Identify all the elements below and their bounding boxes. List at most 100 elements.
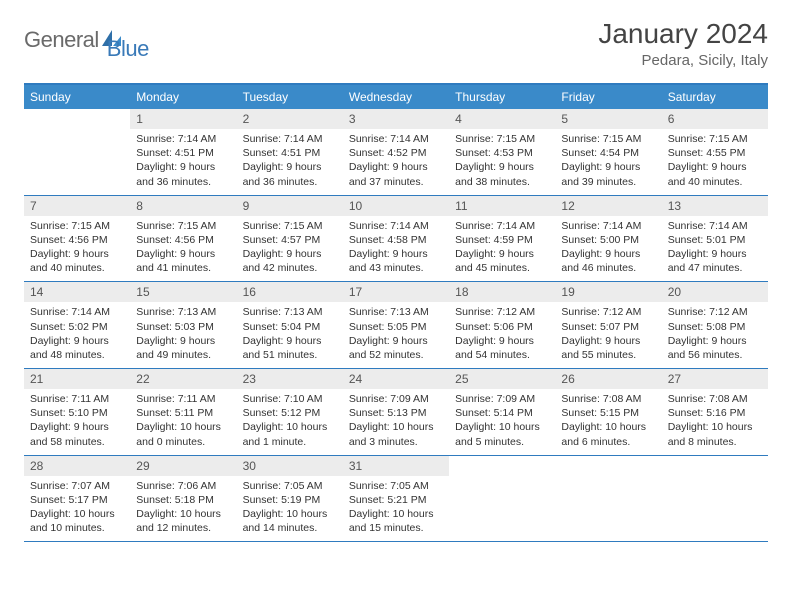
day-number: 25 bbox=[449, 369, 555, 389]
day-info: Sunrise: 7:11 AMSunset: 5:11 PMDaylight:… bbox=[130, 389, 236, 455]
sunset-text: Sunset: 4:52 PM bbox=[349, 146, 443, 160]
sunset-text: Sunset: 4:56 PM bbox=[30, 233, 124, 247]
sunset-text: Sunset: 4:58 PM bbox=[349, 233, 443, 247]
day-cell: 13Sunrise: 7:14 AMSunset: 5:01 PMDayligh… bbox=[662, 196, 768, 282]
sunrise-text: Sunrise: 7:14 AM bbox=[136, 132, 230, 146]
day-number: 17 bbox=[343, 282, 449, 302]
day-info: Sunrise: 7:13 AMSunset: 5:03 PMDaylight:… bbox=[130, 302, 236, 368]
weekday-header: Friday bbox=[555, 85, 661, 109]
daylight-text: Daylight: 10 hours and 3 minutes. bbox=[349, 420, 443, 448]
day-number: 18 bbox=[449, 282, 555, 302]
daylight-text: Daylight: 9 hours and 39 minutes. bbox=[561, 160, 655, 188]
day-number: 29 bbox=[130, 456, 236, 476]
daylight-text: Daylight: 10 hours and 8 minutes. bbox=[668, 420, 762, 448]
daylight-text: Daylight: 9 hours and 49 minutes. bbox=[136, 334, 230, 362]
sunrise-text: Sunrise: 7:13 AM bbox=[136, 305, 230, 319]
sunrise-text: Sunrise: 7:07 AM bbox=[30, 479, 124, 493]
sunrise-text: Sunrise: 7:15 AM bbox=[243, 219, 337, 233]
weekday-header: Wednesday bbox=[343, 85, 449, 109]
day-info: Sunrise: 7:11 AMSunset: 5:10 PMDaylight:… bbox=[24, 389, 130, 455]
day-number: 7 bbox=[24, 196, 130, 216]
day-info: Sunrise: 7:14 AMSunset: 4:51 PMDaylight:… bbox=[130, 129, 236, 195]
day-cell: 12Sunrise: 7:14 AMSunset: 5:00 PMDayligh… bbox=[555, 196, 661, 282]
day-cell: 29Sunrise: 7:06 AMSunset: 5:18 PMDayligh… bbox=[130, 456, 236, 542]
day-info: Sunrise: 7:10 AMSunset: 5:12 PMDaylight:… bbox=[237, 389, 343, 455]
day-info: Sunrise: 7:14 AMSunset: 4:58 PMDaylight:… bbox=[343, 216, 449, 282]
day-info: Sunrise: 7:14 AMSunset: 5:00 PMDaylight:… bbox=[555, 216, 661, 282]
sunrise-text: Sunrise: 7:08 AM bbox=[561, 392, 655, 406]
day-cell: . bbox=[24, 109, 130, 195]
weekday-header: Saturday bbox=[662, 85, 768, 109]
logo: General Blue bbox=[24, 18, 149, 62]
day-cell: 24Sunrise: 7:09 AMSunset: 5:13 PMDayligh… bbox=[343, 369, 449, 455]
page-title: January 2024 bbox=[598, 18, 768, 50]
day-number: 31 bbox=[343, 456, 449, 476]
daylight-text: Daylight: 9 hours and 48 minutes. bbox=[30, 334, 124, 362]
calendar: Sunday Monday Tuesday Wednesday Thursday… bbox=[24, 83, 768, 542]
day-info: Sunrise: 7:13 AMSunset: 5:05 PMDaylight:… bbox=[343, 302, 449, 368]
day-cell: 27Sunrise: 7:08 AMSunset: 5:16 PMDayligh… bbox=[662, 369, 768, 455]
day-number: 20 bbox=[662, 282, 768, 302]
day-cell: 4Sunrise: 7:15 AMSunset: 4:53 PMDaylight… bbox=[449, 109, 555, 195]
daylight-text: Daylight: 9 hours and 36 minutes. bbox=[243, 160, 337, 188]
sunset-text: Sunset: 5:07 PM bbox=[561, 320, 655, 334]
day-number: 26 bbox=[555, 369, 661, 389]
day-info: Sunrise: 7:15 AMSunset: 4:54 PMDaylight:… bbox=[555, 129, 661, 195]
sunrise-text: Sunrise: 7:05 AM bbox=[349, 479, 443, 493]
sunrise-text: Sunrise: 7:15 AM bbox=[561, 132, 655, 146]
sunset-text: Sunset: 4:56 PM bbox=[136, 233, 230, 247]
day-info: Sunrise: 7:14 AMSunset: 4:59 PMDaylight:… bbox=[449, 216, 555, 282]
weekday-header: Monday bbox=[130, 85, 236, 109]
daylight-text: Daylight: 9 hours and 38 minutes. bbox=[455, 160, 549, 188]
sunrise-text: Sunrise: 7:14 AM bbox=[668, 219, 762, 233]
sunrise-text: Sunrise: 7:05 AM bbox=[243, 479, 337, 493]
sunset-text: Sunset: 5:08 PM bbox=[668, 320, 762, 334]
day-info: Sunrise: 7:14 AMSunset: 5:02 PMDaylight:… bbox=[24, 302, 130, 368]
sunrise-text: Sunrise: 7:14 AM bbox=[561, 219, 655, 233]
sunset-text: Sunset: 5:04 PM bbox=[243, 320, 337, 334]
day-cell: 9Sunrise: 7:15 AMSunset: 4:57 PMDaylight… bbox=[237, 196, 343, 282]
sunset-text: Sunset: 5:19 PM bbox=[243, 493, 337, 507]
sunrise-text: Sunrise: 7:09 AM bbox=[349, 392, 443, 406]
sunset-text: Sunset: 4:54 PM bbox=[561, 146, 655, 160]
sunrise-text: Sunrise: 7:12 AM bbox=[668, 305, 762, 319]
day-info: Sunrise: 7:15 AMSunset: 4:53 PMDaylight:… bbox=[449, 129, 555, 195]
day-info: Sunrise: 7:09 AMSunset: 5:14 PMDaylight:… bbox=[449, 389, 555, 455]
day-cell: 25Sunrise: 7:09 AMSunset: 5:14 PMDayligh… bbox=[449, 369, 555, 455]
day-cell: 28Sunrise: 7:07 AMSunset: 5:17 PMDayligh… bbox=[24, 456, 130, 542]
day-number: 19 bbox=[555, 282, 661, 302]
daylight-text: Daylight: 9 hours and 54 minutes. bbox=[455, 334, 549, 362]
sunset-text: Sunset: 5:18 PM bbox=[136, 493, 230, 507]
week-row: 14Sunrise: 7:14 AMSunset: 5:02 PMDayligh… bbox=[24, 282, 768, 369]
sunset-text: Sunset: 4:53 PM bbox=[455, 146, 549, 160]
sunrise-text: Sunrise: 7:12 AM bbox=[455, 305, 549, 319]
weeks-container: .1Sunrise: 7:14 AMSunset: 4:51 PMDayligh… bbox=[24, 109, 768, 542]
day-cell: 21Sunrise: 7:11 AMSunset: 5:10 PMDayligh… bbox=[24, 369, 130, 455]
sunrise-text: Sunrise: 7:14 AM bbox=[455, 219, 549, 233]
sunrise-text: Sunrise: 7:14 AM bbox=[243, 132, 337, 146]
sunset-text: Sunset: 5:01 PM bbox=[668, 233, 762, 247]
sunrise-text: Sunrise: 7:15 AM bbox=[455, 132, 549, 146]
day-cell: 23Sunrise: 7:10 AMSunset: 5:12 PMDayligh… bbox=[237, 369, 343, 455]
day-number: 23 bbox=[237, 369, 343, 389]
top-bar: General Blue January 2024 Pedara, Sicily… bbox=[24, 18, 768, 69]
weekday-header-row: Sunday Monday Tuesday Wednesday Thursday… bbox=[24, 85, 768, 109]
daylight-text: Daylight: 9 hours and 37 minutes. bbox=[349, 160, 443, 188]
daylight-text: Daylight: 9 hours and 36 minutes. bbox=[136, 160, 230, 188]
sunset-text: Sunset: 5:03 PM bbox=[136, 320, 230, 334]
day-number: 30 bbox=[237, 456, 343, 476]
calendar-page: General Blue January 2024 Pedara, Sicily… bbox=[0, 0, 792, 558]
day-info: Sunrise: 7:15 AMSunset: 4:56 PMDaylight:… bbox=[24, 216, 130, 282]
day-cell: 8Sunrise: 7:15 AMSunset: 4:56 PMDaylight… bbox=[130, 196, 236, 282]
day-number: 15 bbox=[130, 282, 236, 302]
day-number: 2 bbox=[237, 109, 343, 129]
sunset-text: Sunset: 5:00 PM bbox=[561, 233, 655, 247]
week-row: 7Sunrise: 7:15 AMSunset: 4:56 PMDaylight… bbox=[24, 196, 768, 283]
sunrise-text: Sunrise: 7:11 AM bbox=[30, 392, 124, 406]
day-info: Sunrise: 7:08 AMSunset: 5:15 PMDaylight:… bbox=[555, 389, 661, 455]
day-cell: 30Sunrise: 7:05 AMSunset: 5:19 PMDayligh… bbox=[237, 456, 343, 542]
daylight-text: Daylight: 9 hours and 51 minutes. bbox=[243, 334, 337, 362]
day-number: 12 bbox=[555, 196, 661, 216]
daylight-text: Daylight: 9 hours and 41 minutes. bbox=[136, 247, 230, 275]
sunset-text: Sunset: 5:15 PM bbox=[561, 406, 655, 420]
